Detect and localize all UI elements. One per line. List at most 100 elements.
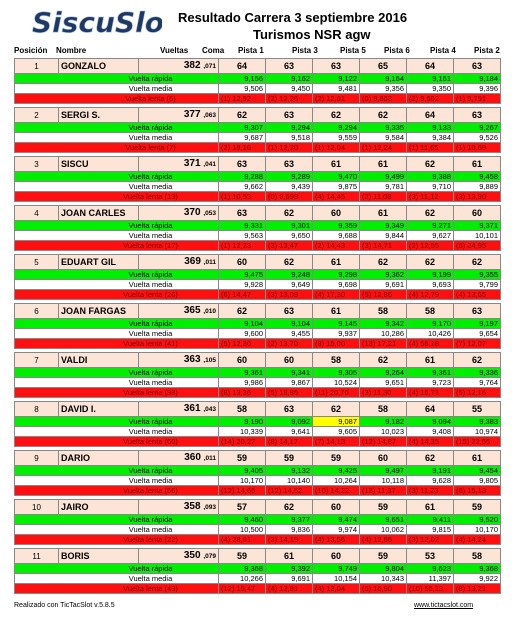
slow-lap-count: (41) [164, 339, 178, 348]
track-laps-cell: 55 [453, 401, 501, 417]
track-laps-cell: 62 [312, 107, 360, 123]
fast-lap-label: Vuelta rápida [14, 73, 219, 84]
laps-total: 370 [183, 207, 201, 218]
fast-lap-cell: 9,191 [406, 465, 454, 476]
track-laps-cell: 61 [453, 450, 501, 466]
avg-lap-cell: 10,500 [218, 524, 266, 535]
avg-lap-cell: 10,339 [218, 426, 266, 437]
slow-lap-row: Vuelta lenta (41) (5) 12,30 (2) 13,70 (8) 1… [14, 338, 501, 349]
slow-lap-cell: (5) 12,16 [453, 387, 501, 398]
fast-lap-cell: 9,199 [406, 269, 454, 280]
track-laps-cell: 63 [453, 107, 501, 123]
track-laps-cell: 62 [406, 450, 454, 466]
slow-lap-cell: (8) 13,21 [453, 583, 501, 594]
laps-fraction: ,093 [203, 504, 216, 511]
slow-lap-cell: (2) 12,55 [406, 240, 454, 251]
avg-lap-row: Vuelta media 9,563 9,650 9,688 9,844 9,627 10,… [14, 230, 501, 241]
avg-lap-cell: 9,691 [265, 573, 313, 584]
avg-lap-cell: 10,140 [265, 475, 313, 486]
slow-lap-cell: (4) 28,91 [218, 534, 266, 545]
slow-lap-cell: (5) 12,86 [359, 289, 407, 300]
driver-row: 3 SISCU 371 ,041 63 63 61 61 62 61 [14, 156, 501, 172]
track-laps-cell: 63 [312, 58, 360, 74]
fast-lap-cell: 9,248 [265, 269, 313, 280]
slow-lap-cell: (11) 20,70 [312, 387, 360, 398]
track-laps-cell: 62 [359, 352, 407, 368]
slow-lap-cell: (10) 55,13 [406, 583, 454, 594]
header-track-5: Pista 5 [340, 46, 366, 55]
avg-lap-cell: 9,356 [359, 83, 407, 94]
avg-lap-cell: 9,688 [312, 230, 360, 241]
avg-lap-label: Vuelta media [14, 524, 219, 535]
slow-lap-label: Vuelta lenta [125, 94, 165, 103]
track-laps-cell: 58 [453, 548, 501, 564]
fast-lap-cell: 9,298 [312, 269, 360, 280]
track-laps-cell: 64 [406, 58, 454, 74]
slow-lap-label: Vuelta lenta [123, 437, 163, 446]
fast-lap-cell: 9,392 [265, 563, 313, 574]
track-laps-cell: 62 [359, 254, 407, 270]
position-cell: 6 [14, 303, 59, 319]
track-laps-cell: 63 [218, 156, 266, 172]
fast-lap-cell: 9,804 [359, 563, 407, 574]
track-laps-cell: 58 [218, 401, 266, 417]
slow-lap-cell: (4) 13,04 [312, 583, 360, 594]
laps-cell: 361 ,043 [138, 401, 219, 417]
laps-total: 363 [183, 354, 201, 365]
avg-lap-cell: 9,651 [359, 377, 407, 388]
avg-lap-cell: 9,781 [359, 181, 407, 192]
slow-lap-count: (6) [166, 94, 176, 103]
spacer-cell [14, 348, 501, 353]
track-laps-cell: 60 [218, 254, 266, 270]
track-laps-cell: 62 [218, 303, 266, 319]
avg-lap-row: Vuelta media 9,506 9,450 9,481 9,356 9,350 9,3… [14, 83, 501, 94]
slow-lap-count: (26) [164, 290, 178, 299]
avg-lap-cell: 9,922 [453, 573, 501, 584]
spacer-cell [14, 250, 501, 255]
track-laps-cell: 60 [453, 205, 501, 221]
laps-total: 369 [184, 256, 201, 267]
avg-lap-cell: 9,600 [218, 328, 266, 339]
driver-name: BORIS [58, 548, 139, 564]
avg-lap-cell: 9,710 [406, 181, 454, 192]
fast-lap-cell: 9,383 [453, 416, 501, 427]
avg-lap-label: Vuelta media [14, 83, 219, 94]
slow-lap-cell: (4) 14,45 [312, 191, 360, 202]
slow-lap-row: Vuelta lenta (43) (12) 15,47 (4) 12,81 (4) … [14, 583, 501, 594]
slow-lap-cell: (12) 14,52 [265, 485, 313, 496]
laps-fraction: ,011 [203, 455, 216, 462]
avg-lap-cell: 9,799 [453, 279, 501, 290]
fast-lap-cell: 9,460 [218, 514, 266, 525]
fast-lap-cell: 9,190 [218, 416, 266, 427]
svg-text:SiscuSlot: SiscuSlot [32, 6, 162, 39]
driver-row: 2 SERGI S. 377 ,063 62 63 62 62 64 63 [14, 107, 501, 123]
slow-lap-cell: (13) 11,37 [359, 485, 407, 496]
fast-lap-cell: 9,305 [312, 367, 360, 378]
laps-total: 377 [183, 109, 201, 120]
slow-lap-cell: (2) 12,61 [312, 93, 360, 104]
track-laps-cell: 63 [265, 303, 313, 319]
avg-lap-cell: 10,974 [453, 426, 501, 437]
slow-lap-label-cell: Vuelta lenta (60) [14, 436, 219, 447]
laps-cell: 358 ,093 [138, 499, 219, 515]
track-laps-cell: 64 [218, 58, 266, 74]
track-laps-cell: 59 [359, 548, 407, 564]
laps-fraction: ,063 [203, 112, 216, 119]
slow-lap-count: (43) [164, 584, 178, 593]
fast-lap-label: Vuelta rápida [14, 171, 219, 182]
fast-lap-cell: 9,271 [406, 220, 454, 231]
avg-lap-label: Vuelta media [14, 426, 219, 437]
avg-lap-cell: 9,889 [453, 181, 501, 192]
footer-link[interactable]: www.tictacslot.com [414, 602, 474, 609]
slow-lap-label: Vuelta lenta [123, 584, 163, 593]
slow-lap-cell: (2) 11,08 [359, 191, 407, 202]
fast-lap-cell: 9,331 [218, 220, 266, 231]
avg-lap-cell: 9,605 [312, 426, 360, 437]
row-spacer [14, 495, 501, 500]
laps-fraction: ,071 [203, 63, 216, 70]
fast-lap-cell: 9,371 [453, 220, 501, 231]
fast-lap-cell: 9,342 [359, 318, 407, 329]
track-laps-cell: 62 [265, 205, 313, 221]
track-laps-cell: 60 [359, 450, 407, 466]
avg-lap-cell: 10,118 [359, 475, 407, 486]
